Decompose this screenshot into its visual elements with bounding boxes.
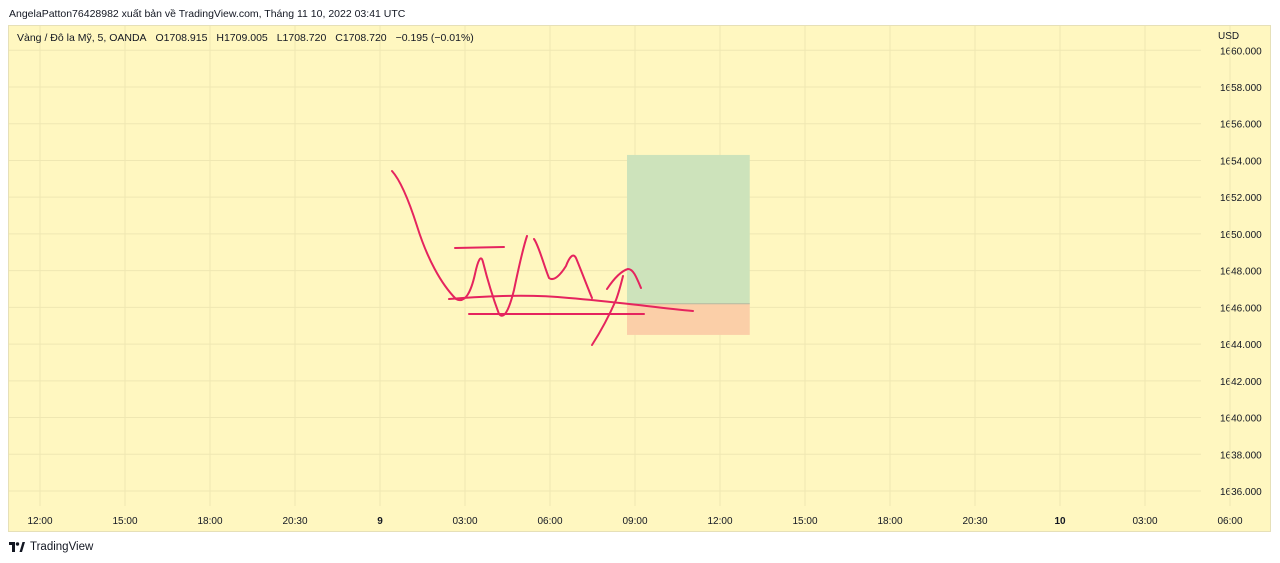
symbol-name: Vàng / Đô la Mỹ, 5, OANDA <box>17 32 147 44</box>
x-tick-label: 09:00 <box>622 516 647 527</box>
ohlc-close: C1708.720 <box>335 32 387 44</box>
y-tick-label: 1638.000 <box>1220 450 1262 461</box>
y-tick-label: 1642.000 <box>1220 377 1262 388</box>
x-tick-label: 06:00 <box>537 516 562 527</box>
y-tick-label: 1648.000 <box>1220 267 1262 278</box>
tradingview-logo-icon <box>9 542 25 552</box>
target-zone <box>627 154 750 304</box>
x-tick-label: 03:00 <box>1132 516 1157 527</box>
tradingview-brand: TradingView <box>30 541 94 553</box>
ohlc-open: O1708.915 <box>155 32 208 44</box>
symbol-legend: Vàng / Đô la Mỹ, 5, OANDA O1708.915 H170… <box>17 32 480 44</box>
x-tick-label: 18:00 <box>877 516 902 527</box>
y-tick-label: 1654.000 <box>1220 156 1262 167</box>
price-change: −0.195 (−0.01%) <box>395 32 474 44</box>
x-tick-label: 18:00 <box>197 516 222 527</box>
x-tick-label: 03:00 <box>452 516 477 527</box>
y-tick-label: 1660.000 <box>1220 46 1262 57</box>
x-tick-label: 06:00 <box>1217 516 1242 527</box>
x-tick-label: 15:00 <box>792 516 817 527</box>
freehand-drawing <box>606 268 642 290</box>
y-tick-label: 1644.000 <box>1220 340 1262 351</box>
y-tick-label: 1650.000 <box>1220 230 1262 241</box>
chart-panel[interactable]: 1660.000 1658.000 1656.000 1654.000 1652.000… <box>8 25 1271 532</box>
stop-zone <box>627 303 750 335</box>
ohlc-low: L1708.720 <box>276 32 327 44</box>
freehand-drawing <box>448 294 694 312</box>
y-tick-label: 1658.000 <box>1220 83 1262 94</box>
freehand-drawing <box>591 275 624 346</box>
y-tick-label: 1656.000 <box>1220 120 1262 131</box>
x-tick-label: 12:00 <box>27 516 52 527</box>
x-tick-label: 15:00 <box>112 516 137 527</box>
y-tick-label: 1652.000 <box>1220 193 1262 204</box>
x-tick-label: 20:30 <box>282 516 307 527</box>
x-tick-label: 20:30 <box>962 516 987 527</box>
x-tick-label: 12:00 <box>707 516 732 527</box>
y-tick-label: 1640.000 <box>1220 414 1262 425</box>
freehand-drawing <box>391 170 528 317</box>
ohlc-high: H1709.005 <box>216 32 268 44</box>
price-chart[interactable]: 1660.000 1658.000 1656.000 1654.000 1652.000… <box>9 26 1271 532</box>
freehand-drawing <box>533 238 593 299</box>
y-tick-label: 1636.000 <box>1220 487 1262 498</box>
tradingview-logo[interactable]: TradingView <box>9 541 93 553</box>
price-axis-currency[interactable]: USD <box>1218 31 1240 42</box>
x-tick-label: 10 <box>1054 516 1066 527</box>
y-tick-label: 1646.000 <box>1220 303 1262 314</box>
publication-attribution: AngelaPatton76428982 xuất bản về Trading… <box>9 8 406 20</box>
x-tick-label: 9 <box>377 516 383 527</box>
freehand-drawing <box>454 246 505 249</box>
